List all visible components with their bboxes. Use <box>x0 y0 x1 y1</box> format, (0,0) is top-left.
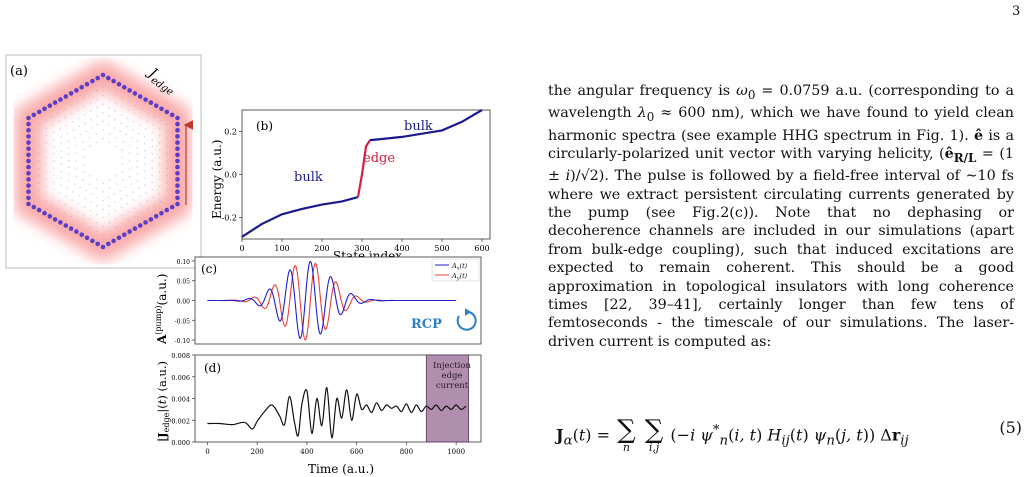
y-tick-label: -0.05 <box>175 318 191 325</box>
edge-sites <box>26 72 180 250</box>
x-tick-label: 200 <box>314 244 329 253</box>
equation-number: (5) <box>999 418 1022 437</box>
rcp-label: RCP <box>411 317 442 332</box>
equation-5: Jα(t) = ∑ n ∑ i,j (−i ψ*n(i, t) Hij(t) ψn(… <box>556 410 1022 460</box>
panel-d-ylabel: |Jedge|(t) (a.u.) <box>155 361 171 442</box>
series-bulk-line <box>369 109 483 142</box>
y-tick-label: 0.0 <box>224 171 237 180</box>
bulk-left-label: bulk <box>294 170 323 185</box>
panel-d-xlabel: Time (a.u.) <box>308 462 374 475</box>
x-tick-label: 400 <box>300 448 313 456</box>
panel-b: 0.2 0.0 -0.2 0 100 200 300 400 500 600 (b) bulk b… <box>210 109 491 263</box>
x-tick-label: 0 <box>239 244 244 253</box>
panel-c-ylabel: A(pump)(a.u.) <box>154 274 169 345</box>
bulk-right-label: bulk <box>404 119 433 134</box>
y-tick-label: -0.10 <box>175 338 191 345</box>
body-text: the angular frequency is ω0 = 0.0759 a.u… <box>548 82 1014 351</box>
injection-label-2: edge <box>442 371 463 381</box>
panel-d: 0.008 0.006 0.004 0.002 0.000 0 200 400 600 800 10… <box>155 352 482 475</box>
x-tick-label: 1000 <box>447 448 465 456</box>
edge-label: edge <box>363 151 395 166</box>
injection-region <box>425 354 469 443</box>
y-tick-label: 0.008 <box>171 352 190 360</box>
panel-b-label: (b) <box>256 119 273 133</box>
panel-c: 0.10 0.05 0.00 -0.05 -0.10 (c) Ax(t) Ay(t) R… <box>154 256 482 345</box>
legend-ax: Ax(t) <box>451 262 468 272</box>
x-tick-label: 800 <box>400 448 413 456</box>
panel-c-legend: Ax(t) Ay(t) <box>431 258 480 282</box>
panel-c-label: (c) <box>201 262 217 276</box>
series-ax-line <box>207 260 457 340</box>
y-tick-label: 0.00 <box>177 299 191 306</box>
bulk-lattice <box>38 86 168 236</box>
edge-current-line <box>207 386 467 439</box>
x-tick-label: 300 <box>354 244 369 253</box>
y-tick-label: 0.2 <box>224 128 237 137</box>
y-tick-label: 0.006 <box>171 374 190 382</box>
panel-d-label: (d) <box>204 361 221 375</box>
x-tick-label: 0 <box>205 448 209 456</box>
y-tick-label: -0.2 <box>222 214 237 223</box>
panel-a: (a) Jedge <box>5 54 202 269</box>
y-tick-label: 0.000 <box>171 439 190 447</box>
series-bulk-line <box>241 196 359 238</box>
y-tick-label: 0.002 <box>171 417 190 425</box>
x-tick-label: 100 <box>274 244 289 253</box>
legend-ay: Ay(t) <box>451 272 468 282</box>
rcp-rotation-icon <box>456 308 477 331</box>
figure: (a) Jedge 0.2 0.0 -0.2 0 100 200 300 400 500 600 … <box>5 54 491 475</box>
page-number: 3 <box>1012 4 1021 19</box>
series-edge-line <box>356 139 371 198</box>
x-tick-label: 500 <box>434 244 449 253</box>
x-tick-label: 600 <box>350 448 363 456</box>
y-tick-label: 0.004 <box>171 396 190 404</box>
paragraph: the angular frequency is ω0 = 0.0759 a.u… <box>548 83 1014 350</box>
y-tick-label: 0.10 <box>177 259 191 266</box>
x-tick-label: 200 <box>250 448 263 456</box>
injection-label-3: current <box>436 381 469 391</box>
y-tick-label: 0.05 <box>177 279 191 286</box>
x-tick-label: 600 <box>474 244 489 253</box>
panel-a-label: (a) <box>10 64 28 79</box>
equation-body: Jα(t) = ∑ n ∑ i,j (−i ψ*n(i, t) Hij(t) ψn(… <box>556 415 909 454</box>
x-tick-label: 400 <box>394 244 409 253</box>
panel-b-ylabel: Energy (a.u.) <box>210 140 224 219</box>
injection-label-1: Injection <box>433 361 472 371</box>
